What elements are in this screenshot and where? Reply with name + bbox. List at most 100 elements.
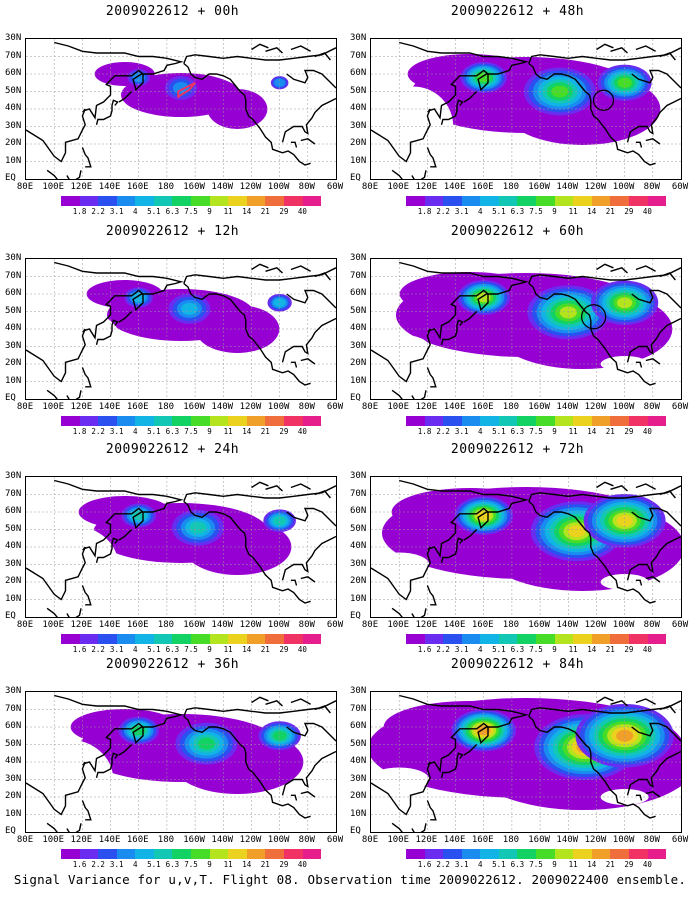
colorbar-swatch: [647, 849, 667, 859]
variance-map: [25, 258, 337, 400]
colorbar-swatch: [172, 416, 192, 426]
colorbar-label: 21: [260, 207, 270, 216]
colorbar-label: 11: [568, 860, 578, 869]
colorbar-label: 3.1: [454, 645, 469, 654]
colorbar-swatch: [283, 416, 303, 426]
latitude-label: 20N: [350, 576, 367, 586]
colorbar-label: 3.1: [109, 860, 124, 869]
longitude-label: 120W: [584, 402, 607, 412]
latitude-label: 30N: [5, 253, 22, 263]
longitude-label: 140W: [211, 620, 234, 630]
longitude-labels: 80E 100E 120E 140E 160E 180 160W 140W 120W 100W 80…: [17, 402, 343, 414]
longitude-label: 80W: [643, 835, 660, 845]
colorbar-label: 29: [279, 427, 289, 436]
colorbar-swatch: [283, 196, 303, 206]
longitude-label: 80E: [361, 620, 379, 630]
colorbar-swatch: [647, 634, 667, 644]
latitude-label: 30N: [350, 120, 367, 131]
colorbar-label: 2.2: [91, 427, 105, 436]
colorbar-label: 7.5: [184, 207, 198, 216]
colorbar-label: 11: [223, 645, 233, 654]
variance-map: [25, 476, 337, 618]
longitude-label: 60W: [671, 182, 689, 192]
colorbar-label: 6.3: [165, 207, 180, 216]
longitude-label: 160E: [471, 182, 494, 192]
colorbar-label: 7.5: [184, 860, 198, 869]
latitude-labels: 30N 70N 60N 50N 40N 30N 20N 10N EQ: [350, 472, 370, 621]
colorbar-label: 1.8: [417, 427, 432, 436]
colorbar-label: 9: [552, 207, 557, 216]
longitude-label: 60W: [671, 620, 689, 630]
colorbar-swatch: [98, 849, 117, 859]
panel-title: 2009022612 + 24h: [105, 442, 240, 457]
latitude-label: EQ: [350, 173, 361, 183]
latitude-label: 30N: [350, 340, 367, 351]
latitude-label: 20N: [350, 791, 367, 801]
colorbar-swatch: [628, 634, 648, 644]
colorbar-swatch: [424, 416, 444, 426]
colorbar-swatch: [406, 849, 425, 859]
longitude-label: 80E: [16, 620, 34, 630]
longitude-label: 180: [502, 620, 520, 630]
latitude-label: 70N: [350, 703, 367, 714]
variance-map: [25, 691, 337, 833]
colorbar-swatch: [554, 634, 574, 644]
colorbar-label: 21: [260, 427, 270, 436]
coastlines: [371, 41, 681, 179]
colorbar-label: 7.5: [184, 645, 198, 654]
coastlines: [26, 479, 336, 617]
colorbar-swatch: [228, 849, 247, 859]
colorbar-swatch: [554, 849, 574, 859]
colorbar-swatch: [480, 849, 499, 859]
colorbar-swatch: [98, 634, 117, 644]
latitude-label: 40N: [5, 323, 22, 333]
longitude-label: 100W: [267, 182, 290, 192]
latitude-label: 60N: [5, 68, 22, 78]
target-circle: [581, 304, 607, 330]
grid-lines: [26, 259, 336, 399]
latitude-label: 30N: [350, 253, 367, 263]
colorbar-label: 5.1: [147, 645, 161, 654]
variance-map: [25, 38, 337, 180]
colorbar-swatch: [283, 849, 303, 859]
colorbar-swatch: [153, 196, 173, 206]
colorbar-swatch: [443, 196, 462, 206]
colorbar-label: 7.5: [529, 860, 543, 869]
colorbar-label: 14: [242, 427, 252, 436]
colorbar-label: 2.2: [436, 860, 450, 869]
longitude-label: 120W: [239, 402, 262, 412]
longitude-label: 160W: [183, 402, 205, 412]
colorbar-swatch: [610, 196, 629, 206]
colorbar-label: 9: [207, 860, 212, 869]
colorbar-swatch: [443, 849, 462, 859]
variance-map: [370, 38, 682, 180]
longitude-label: 60W: [671, 835, 689, 845]
longitude-label: 100E: [387, 182, 410, 192]
variance-map: [370, 258, 682, 400]
colorbar-swatch: [647, 416, 667, 426]
colorbar-labels: 1.8 2.2 3.1 4 5.1 6.3 7.5 9 11 14 21 29 40: [406, 207, 666, 217]
longitude-label: 120W: [239, 620, 262, 630]
longitude-labels: 80E 100E 120E 140E 160E 180 160W 140W 120W 100W 80…: [17, 835, 343, 847]
colorbar-swatch: [116, 849, 136, 859]
colorbar-swatch: [536, 634, 555, 644]
latitude-label: EQ: [5, 826, 16, 836]
longitude-label: 120W: [239, 835, 262, 845]
colorbar-label: 21: [260, 860, 270, 869]
colorbar-label: 4: [478, 207, 483, 216]
latitude-labels: 30N 70N 60N 50N 40N 30N 20N 10N EQ: [5, 687, 25, 836]
colorbar-label: 7.5: [184, 427, 198, 436]
longitude-label: 120E: [415, 182, 438, 192]
longitude-labels: 80E 100E 120E 140E 160E 180 160W 140W 120W 100W 80…: [362, 620, 688, 632]
colorbar-swatch: [153, 849, 173, 859]
colorbar-swatch: [135, 634, 154, 644]
colorbar-label: 40: [642, 207, 652, 216]
colorbar-swatch: [628, 196, 648, 206]
variance-field: [371, 487, 681, 591]
colorbar-swatch: [153, 634, 173, 644]
colorbar-swatch: [461, 849, 481, 859]
latitude-labels: 30N 70N 60N 50N 40N 30N 20N 10N EQ: [350, 687, 370, 836]
latitude-labels: 30N 70N 60N 50N 40N 30N 20N 10N EQ: [5, 254, 25, 403]
longitude-label: 120E: [70, 620, 93, 630]
latitude-label: 20N: [350, 138, 367, 148]
